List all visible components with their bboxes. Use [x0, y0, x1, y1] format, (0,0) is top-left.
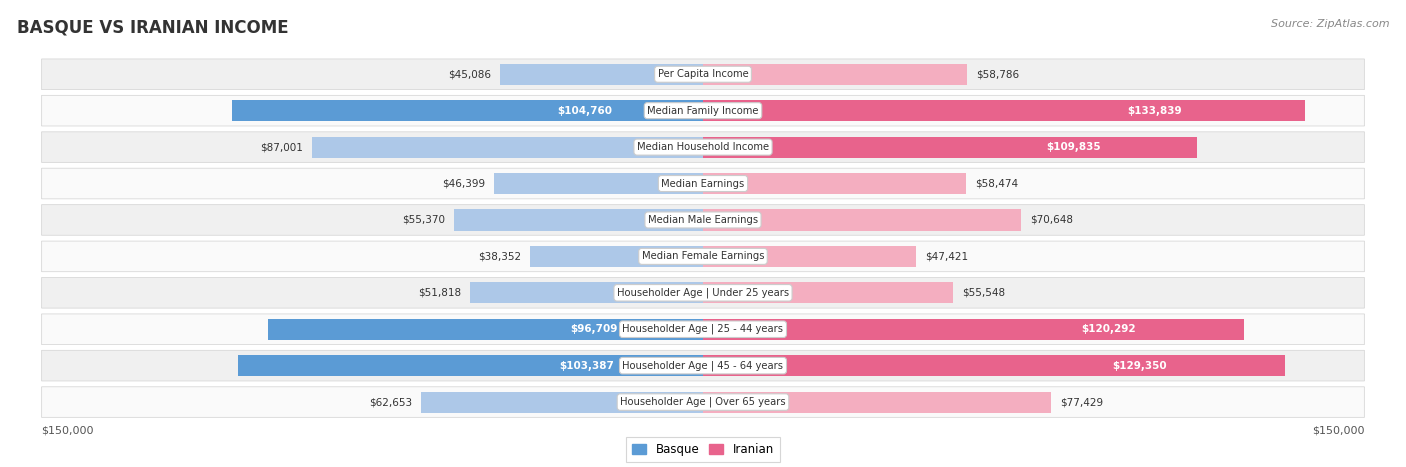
Text: $46,399: $46,399 [441, 178, 485, 189]
Text: Median Household Income: Median Household Income [637, 142, 769, 152]
FancyBboxPatch shape [42, 95, 1364, 126]
Text: $133,839: $133,839 [1128, 106, 1182, 116]
Bar [703, 246, 917, 267]
Text: Source: ZipAtlas.com: Source: ZipAtlas.com [1271, 19, 1389, 28]
Bar [312, 136, 703, 158]
Bar [703, 136, 1197, 158]
FancyBboxPatch shape [42, 132, 1364, 163]
Bar [495, 173, 703, 194]
Bar [501, 64, 703, 85]
Bar [703, 209, 1021, 231]
Text: $87,001: $87,001 [260, 142, 302, 152]
Text: $104,760: $104,760 [558, 106, 613, 116]
Text: Householder Age | 25 - 44 years: Householder Age | 25 - 44 years [623, 324, 783, 334]
Text: $150,000: $150,000 [1312, 426, 1364, 436]
FancyBboxPatch shape [42, 241, 1364, 272]
Text: $109,835: $109,835 [1046, 142, 1101, 152]
Text: Householder Age | Under 25 years: Householder Age | Under 25 years [617, 288, 789, 298]
Text: $150,000: $150,000 [42, 426, 94, 436]
Bar [470, 282, 703, 304]
Text: $62,653: $62,653 [368, 397, 412, 407]
FancyBboxPatch shape [42, 59, 1364, 90]
Text: Householder Age | 45 - 64 years: Householder Age | 45 - 64 years [623, 361, 783, 371]
Bar [454, 209, 703, 231]
FancyBboxPatch shape [42, 350, 1364, 381]
Bar [703, 173, 966, 194]
Text: $55,370: $55,370 [402, 215, 444, 225]
Bar [232, 100, 703, 121]
Text: $96,709: $96,709 [571, 324, 617, 334]
Bar [269, 318, 703, 340]
Text: BASQUE VS IRANIAN INCOME: BASQUE VS IRANIAN INCOME [17, 19, 288, 37]
Text: Median Male Earnings: Median Male Earnings [648, 215, 758, 225]
Bar [703, 318, 1244, 340]
Text: $129,350: $129,350 [1112, 361, 1167, 371]
Text: $70,648: $70,648 [1029, 215, 1073, 225]
Text: $51,818: $51,818 [418, 288, 461, 298]
Text: Householder Age | Over 65 years: Householder Age | Over 65 years [620, 397, 786, 407]
Text: $38,352: $38,352 [478, 251, 522, 262]
Bar [703, 355, 1285, 376]
Bar [530, 246, 703, 267]
Text: Median Female Earnings: Median Female Earnings [641, 251, 765, 262]
Text: Per Capita Income: Per Capita Income [658, 69, 748, 79]
Text: $77,429: $77,429 [1060, 397, 1104, 407]
Text: Median Earnings: Median Earnings [661, 178, 745, 189]
Bar [703, 282, 953, 304]
Text: $103,387: $103,387 [560, 361, 614, 371]
Bar [238, 355, 703, 376]
Legend: Basque, Iranian: Basque, Iranian [626, 437, 780, 462]
FancyBboxPatch shape [42, 314, 1364, 345]
FancyBboxPatch shape [42, 277, 1364, 308]
Text: $45,086: $45,086 [449, 69, 491, 79]
FancyBboxPatch shape [42, 387, 1364, 417]
Bar [703, 100, 1305, 121]
FancyBboxPatch shape [42, 205, 1364, 235]
Text: $120,292: $120,292 [1081, 324, 1136, 334]
Bar [703, 64, 967, 85]
FancyBboxPatch shape [42, 168, 1364, 199]
Text: Median Family Income: Median Family Income [647, 106, 759, 116]
Text: $58,786: $58,786 [977, 69, 1019, 79]
Text: $47,421: $47,421 [925, 251, 969, 262]
Text: $58,474: $58,474 [976, 178, 1018, 189]
Bar [422, 391, 703, 413]
Bar [703, 391, 1052, 413]
Text: $55,548: $55,548 [962, 288, 1005, 298]
